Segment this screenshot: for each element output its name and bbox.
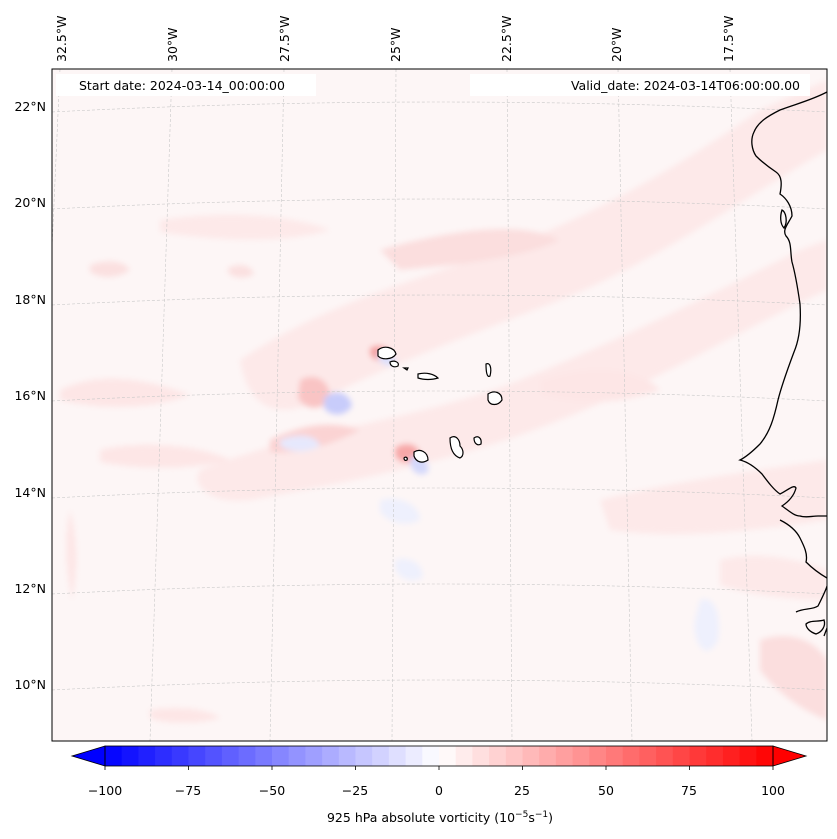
colorbar-segment bbox=[739, 746, 757, 766]
colorbar-segment bbox=[722, 746, 741, 766]
lat-label-10n: 10°N bbox=[14, 677, 46, 692]
colorbar-segment bbox=[388, 746, 407, 766]
coastline bbox=[738, 91, 827, 637]
island-sao-nicolau bbox=[417, 372, 440, 381]
colorbar-segment bbox=[188, 746, 206, 766]
colorbar-segment bbox=[622, 746, 640, 766]
longitude-labels: 32.5°W 30°W 27.5°W 25°W 22.5°W 20°W 17.5… bbox=[54, 16, 736, 62]
island-santa-luzia bbox=[402, 367, 409, 371]
island-santo-antao bbox=[377, 346, 397, 360]
cb-tick-minus75: −75 bbox=[175, 783, 201, 798]
cb-tick-minus25: −25 bbox=[342, 783, 368, 798]
colorbar-segment bbox=[372, 746, 390, 766]
colorbar-segment bbox=[322, 746, 340, 766]
colorbar-segment bbox=[439, 746, 457, 766]
colorbar-segment bbox=[121, 746, 139, 766]
lat-label-22n: 22°N bbox=[14, 99, 46, 114]
lat-label-16n: 16°N bbox=[14, 388, 46, 403]
colorbar-segment bbox=[288, 746, 306, 766]
colorbar-segment bbox=[238, 746, 256, 766]
island-fogo bbox=[413, 449, 429, 463]
island-sal bbox=[485, 363, 492, 377]
vorticity-field bbox=[60, 80, 827, 723]
latitude-labels: 22°N 20°N 18°N 16°N 14°N 12°N 10°N bbox=[14, 99, 46, 692]
colorbar-segment bbox=[305, 746, 323, 766]
colorbar-segment bbox=[505, 746, 523, 766]
colorbar-segment bbox=[155, 746, 173, 766]
lon-label-27-5w: 27.5°W bbox=[277, 16, 292, 62]
lon-label-17-5w: 17.5°W bbox=[721, 16, 736, 62]
valid-date-label: Valid_date: 2024-03-14T06:00:00.00 bbox=[571, 78, 800, 93]
cb-tick-25: 25 bbox=[514, 783, 530, 798]
colorbar-segment bbox=[489, 746, 507, 766]
island-boa-vista bbox=[487, 391, 503, 406]
colorbar-segment bbox=[171, 746, 189, 766]
valid-date-box bbox=[470, 74, 810, 96]
colorbar-segment bbox=[589, 746, 607, 766]
lon-label-20w: 20°W bbox=[609, 27, 624, 62]
cb-tick-minus100: −100 bbox=[88, 783, 122, 798]
island-maio bbox=[473, 436, 482, 446]
colorbar-segment bbox=[706, 746, 724, 766]
colorbar-segment bbox=[455, 746, 473, 766]
colorbar-segment bbox=[639, 746, 657, 766]
cb-tick-75: 75 bbox=[681, 783, 697, 798]
colorbar-segment bbox=[539, 746, 557, 766]
lat-label-12n: 12°N bbox=[14, 581, 46, 596]
start-date-box bbox=[56, 74, 316, 96]
lat-label-20n: 20°N bbox=[14, 195, 46, 210]
colorbar-segment bbox=[522, 746, 540, 766]
cb-tick-minus50: −50 bbox=[259, 783, 285, 798]
colorbar-segment bbox=[689, 746, 707, 766]
cb-tick-100: 100 bbox=[761, 783, 785, 798]
colorbar-label: 925 hPa absolute vorticity (10−5s−1) bbox=[327, 810, 553, 825]
colorbar-segment bbox=[555, 746, 574, 766]
colorbar-segment bbox=[221, 746, 240, 766]
colorbar-segment bbox=[606, 746, 624, 766]
colorbar-segment bbox=[205, 746, 223, 766]
colorbar-segment bbox=[422, 746, 440, 766]
lon-label-32-5w: 32.5°W bbox=[54, 16, 69, 62]
lon-label-30w: 30°W bbox=[165, 27, 180, 62]
lon-label-22-5w: 22.5°W bbox=[499, 16, 514, 62]
gridlines bbox=[52, 69, 827, 741]
colorbar-segment bbox=[405, 746, 423, 766]
colorbar-segment bbox=[138, 746, 156, 766]
colorbar-segment bbox=[338, 746, 356, 766]
lon-label-25w: 25°W bbox=[388, 27, 403, 62]
island-santiago bbox=[449, 436, 464, 459]
colorbar-extend-low bbox=[70, 745, 106, 767]
cb-tick-50: 50 bbox=[598, 783, 614, 798]
colorbar-segment bbox=[672, 746, 690, 766]
colorbar-extend-high bbox=[772, 745, 808, 767]
map-frame bbox=[51, 68, 828, 742]
colorbar-ticks: −100 −75 −50 −25 0 25 50 75 100 bbox=[88, 783, 785, 798]
colorbar-segment bbox=[572, 746, 590, 766]
lat-label-18n: 18°N bbox=[14, 292, 46, 307]
colorbar-segment bbox=[656, 746, 674, 766]
colorbar-segment bbox=[756, 746, 774, 766]
colorbar-segment bbox=[255, 746, 273, 766]
cb-tick-0: 0 bbox=[435, 783, 443, 798]
colorbar-segment bbox=[355, 746, 373, 766]
map-panel bbox=[52, 69, 827, 741]
colorbar bbox=[70, 745, 808, 770]
colorbar-segment bbox=[272, 746, 290, 766]
island-sao-vicente bbox=[389, 360, 399, 368]
lat-label-14n: 14°N bbox=[14, 485, 46, 500]
islands bbox=[377, 346, 503, 463]
start-date-label: Start date: 2024-03-14_00:00:00 bbox=[79, 78, 285, 93]
island-brava bbox=[403, 456, 408, 461]
colorbar-segment bbox=[472, 746, 490, 766]
colorbar-segment bbox=[105, 746, 123, 766]
